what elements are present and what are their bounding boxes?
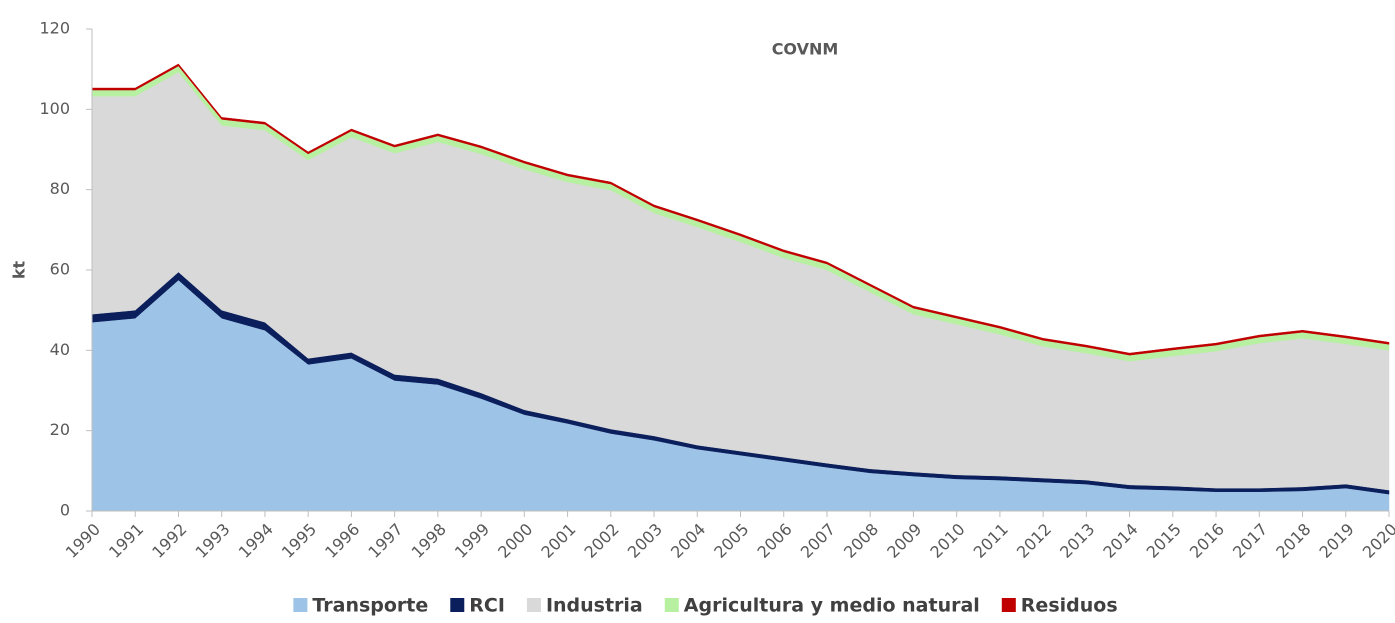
x-tick-label: 1994 [235, 520, 277, 562]
x-tick-label: 2018 [1272, 520, 1314, 562]
x-tick-label: 2020 [1359, 520, 1395, 562]
legend-swatch [293, 598, 308, 612]
x-tick-label: 2001 [537, 520, 579, 562]
x-tick-label: 2008 [840, 520, 882, 562]
x-tick-label: 1998 [408, 520, 450, 562]
x-tick-label: 1997 [364, 520, 406, 562]
x-tick-label: 2013 [1056, 520, 1098, 562]
legend-text: RCI [469, 595, 505, 617]
x-tick-label: 2009 [883, 520, 925, 562]
x-tick-label: 1993 [191, 520, 233, 562]
x-tick-label: 2002 [581, 520, 623, 562]
legend-text: Residuos [1021, 595, 1118, 617]
legend-swatch [450, 598, 465, 612]
x-tick-label: 1991 [105, 520, 147, 562]
legend-swatch [664, 598, 679, 612]
x-tick-label: 2004 [667, 520, 709, 562]
x-tick-label: 2005 [710, 520, 752, 562]
y-tick-label: 80 [50, 179, 70, 198]
x-tick-label: 1996 [321, 520, 363, 562]
x-tick-label: 2003 [624, 520, 666, 562]
legend: Transporte RCI Industria Agricultura y medi… [293, 595, 1118, 617]
area [91, 63, 1390, 356]
x-tick-label: 1990 [62, 520, 104, 562]
legend-text: Industria [546, 595, 643, 617]
y-tick-label: 120 [39, 19, 70, 38]
x-tick-label: 2016 [1186, 520, 1228, 562]
x-tick-label: 2000 [494, 520, 536, 562]
y-tick-label: 100 [39, 99, 70, 118]
legend-text: Transporte [312, 595, 428, 617]
y-tick-label: 60 [50, 260, 70, 279]
x-tick-label: 2011 [970, 520, 1012, 562]
x-tick-label: 2006 [754, 520, 796, 562]
y-tick-label: 0 [60, 501, 70, 520]
x-tick-label: 2012 [1013, 520, 1055, 562]
y-axis-label: kt [10, 261, 29, 280]
legend-swatch [526, 598, 541, 612]
legend-text: Agricultura y medio natural [684, 595, 980, 617]
x-tick-label: 1999 [451, 520, 493, 562]
x-tick-label: 2019 [1316, 520, 1358, 562]
x-tick-label: 2017 [1229, 520, 1271, 562]
x-tick-label: 1995 [278, 520, 320, 562]
chart-title: COVNM [772, 40, 839, 59]
title-box [600, 0, 1015, 108]
y-tick-label: 20 [50, 420, 70, 439]
x-tick-label: 2014 [1099, 520, 1141, 562]
x-tick-label: 2007 [797, 520, 839, 562]
x-tick-label: 1992 [148, 520, 190, 562]
x-tick-label: 2015 [1143, 520, 1185, 562]
x-tick-label: 2010 [926, 520, 968, 562]
y-tick-label: 40 [50, 340, 70, 359]
legend-swatch [1001, 598, 1016, 612]
